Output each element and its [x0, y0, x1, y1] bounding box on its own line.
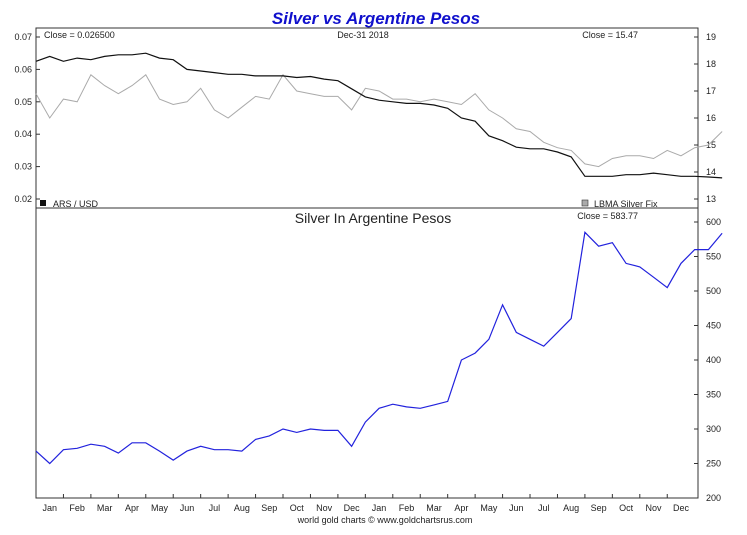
silver-legend-swatch [582, 200, 588, 206]
silver-in-pesos-line [36, 232, 722, 463]
silver-legend-label: LBMA Silver Fix [594, 199, 658, 209]
bottom-right-tick-label: 450 [706, 321, 721, 331]
x-tick-label: Jun [180, 503, 195, 513]
top-date-label: Dec-31 2018 [337, 30, 389, 40]
x-tick-label: Aug [234, 503, 250, 513]
top-left-tick-label: 0.03 [14, 162, 32, 172]
x-tick-label: Jan [372, 503, 387, 513]
x-tick-label: Apr [125, 503, 139, 513]
bottom-panel-frame [36, 208, 698, 498]
silver-vs-peso-chart: Silver vs Argentine Pesos Close = 0.0265… [0, 0, 747, 535]
bottom-right-tick-label: 600 [706, 217, 721, 227]
x-tick-label: Dec [673, 503, 690, 513]
bottom-right-tick-label: 400 [706, 355, 721, 365]
x-tick-label: May [151, 503, 169, 513]
x-tick-label: Feb [399, 503, 415, 513]
bottom-panel-title: Silver In Argentine Pesos [295, 210, 451, 226]
top-right-tick-label: 16 [706, 113, 716, 123]
x-tick-label: Jul [538, 503, 550, 513]
top-right-tick-label: 13 [706, 194, 716, 204]
ars-legend-label: ARS / USD [53, 199, 99, 209]
top-right-tick-label: 19 [706, 32, 716, 42]
chart-title: Silver vs Argentine Pesos [272, 9, 480, 28]
x-tick-label: Feb [69, 503, 85, 513]
top-right-tick-label: 14 [706, 167, 716, 177]
x-tick-label: May [480, 503, 498, 513]
x-tick-label: Oct [619, 503, 634, 513]
x-tick-label: Sep [261, 503, 277, 513]
x-tick-label: Jan [42, 503, 57, 513]
top-left-tick-label: 0.02 [14, 194, 32, 204]
top-left-tick-label: 0.07 [14, 32, 32, 42]
top-left-close-label: Close = 0.026500 [44, 30, 115, 40]
x-tick-label: Aug [563, 503, 579, 513]
top-right-close-label: Close = 15.47 [582, 30, 638, 40]
bottom-right-tick-label: 500 [706, 286, 721, 296]
x-tick-label: Dec [344, 503, 361, 513]
x-tick-label: Mar [97, 503, 113, 513]
x-tick-label: Mar [426, 503, 442, 513]
x-axis: Jan Feb Mar Apr May Jun Jul Aug Sep Oct Nov Dec Jan F… [36, 494, 689, 513]
x-tick-label: Jun [509, 503, 524, 513]
x-tick-label: Sep [591, 503, 607, 513]
top-right-tick-label: 17 [706, 86, 716, 96]
ars-legend-swatch [40, 200, 46, 206]
bottom-right-tick-label: 250 [706, 459, 721, 469]
top-left-tick-label: 0.06 [14, 64, 32, 74]
bottom-right-tick-label: 550 [706, 252, 721, 262]
x-tick-label: Nov [316, 503, 333, 513]
bottom-close-label: Close = 583.77 [577, 211, 638, 221]
bottom-right-tick-label: 200 [706, 493, 721, 503]
top-left-tick-label: 0.05 [14, 97, 32, 107]
x-tick-label: Nov [646, 503, 663, 513]
x-tick-label: Jul [209, 503, 221, 513]
bottom-right-tick-label: 350 [706, 390, 721, 400]
x-tick-label: Oct [290, 503, 305, 513]
silver-price-line [36, 75, 722, 167]
ars-usd-line [36, 53, 722, 178]
bottom-right-tick-label: 300 [706, 424, 721, 434]
x-tick-label: Apr [454, 503, 468, 513]
footer-credit: world gold charts © www.goldchartsrus.co… [297, 515, 473, 525]
top-right-tick-label: 18 [706, 59, 716, 69]
top-left-tick-label: 0.04 [14, 129, 32, 139]
